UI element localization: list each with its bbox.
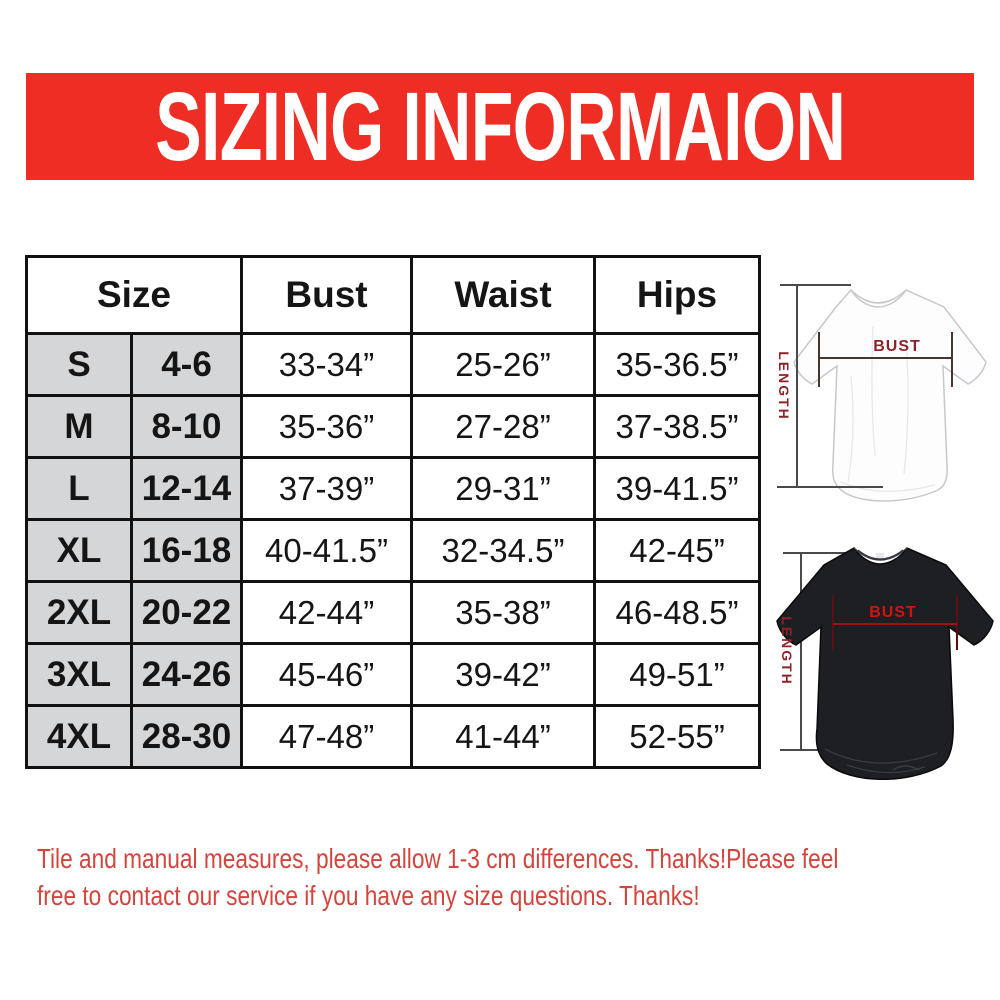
bust-cell: 33-34”: [240, 332, 413, 397]
bust-cell: 42-44”: [240, 580, 413, 645]
size-letter-cell: S: [25, 332, 133, 397]
length-label: LENGTH: [776, 351, 792, 421]
waist-cell: 29-31”: [410, 456, 596, 521]
bust-cell: 45-46”: [240, 642, 413, 707]
footer-line-1: Tile and manual measures, please allow 1…: [37, 843, 839, 874]
size-number-cell: 4-6: [130, 332, 243, 397]
size-number-cell: 24-26: [130, 642, 243, 707]
size-number-cell: 12-14: [130, 456, 243, 521]
size-number-cell: 8-10: [130, 394, 243, 459]
bust-measure-line: [832, 595, 958, 650]
hips-cell: 49-51”: [593, 642, 761, 707]
footer-line-2: free to contact our service if you have …: [37, 880, 700, 911]
banner-title: SIZING INFORMAION: [154, 73, 846, 180]
hips-cell: 46-48.5”: [593, 580, 761, 645]
col-header-bust: Bust: [240, 255, 413, 335]
neck-tag: [876, 553, 884, 558]
size-number-cell: 28-30: [130, 704, 243, 769]
bust-cell: 35-36”: [240, 394, 413, 459]
bust-cell: 47-48”: [240, 704, 413, 769]
size-chart-table: Size Bust Waist Hips S 4-6 33-34” 25-26”…: [25, 255, 761, 769]
bust-cell: 37-39”: [240, 456, 413, 521]
white-shirt-figure: LENGTH BUST: [755, 256, 1000, 522]
table-row-4xl: 4XL 28-30 47-48” 41-44” 52-55”: [25, 704, 761, 769]
table-row-2xl: 2XL 20-22 42-44” 35-38” 46-48.5”: [25, 580, 761, 645]
hips-cell: 35-36.5”: [593, 332, 761, 397]
length-label: LENGTH: [779, 616, 795, 686]
waist-cell: 41-44”: [410, 704, 596, 769]
footer-note: Tile and manual measures, please allow 1…: [37, 840, 838, 914]
hips-cell: 37-38.5”: [593, 394, 761, 459]
size-letter-cell: M: [25, 394, 133, 459]
size-letter-cell: 4XL: [25, 704, 133, 769]
col-header-size: Size: [25, 255, 243, 335]
white-shirt-body: [793, 288, 987, 502]
waist-cell: 25-26”: [410, 332, 596, 397]
col-header-waist: Waist: [410, 255, 596, 335]
table-header-row: Size Bust Waist Hips: [25, 255, 761, 335]
white-shirt-creases: [840, 325, 936, 492]
size-letter-cell: 2XL: [25, 580, 133, 645]
table-row-m: M 8-10 35-36” 27-28” 37-38.5”: [25, 394, 761, 459]
hips-cell: 52-55”: [593, 704, 761, 769]
table-row-s: S 4-6 33-34” 25-26” 35-36.5”: [25, 332, 761, 397]
hips-cell: 42-45”: [593, 518, 761, 583]
bust-measure-line: [818, 332, 953, 387]
table-row-xl: XL 16-18 40-41.5” 32-34.5” 42-45”: [25, 518, 761, 583]
size-letter-cell: XL: [25, 518, 133, 583]
white-shirt-icon: LENGTH BUST: [776, 284, 987, 502]
size-number-cell: 20-22: [130, 580, 243, 645]
sizing-info-banner: SIZING INFORMAION: [26, 73, 974, 180]
bust-cell: 40-41.5”: [240, 518, 413, 583]
size-number-cell: 16-18: [130, 518, 243, 583]
waist-cell: 35-38”: [410, 580, 596, 645]
waist-cell: 39-42”: [410, 642, 596, 707]
bust-label: BUST: [869, 604, 917, 621]
black-shirt-icon: LENGTH BUST: [776, 547, 994, 780]
waist-cell: 27-28”: [410, 394, 596, 459]
size-letter-cell: L: [25, 456, 133, 521]
bust-label: BUST: [873, 338, 921, 355]
length-measure-line: [777, 284, 883, 488]
table-row-l: L 12-14 37-39” 29-31” 39-41.5”: [25, 456, 761, 521]
black-shirt-body: [776, 547, 994, 780]
col-header-hips: Hips: [593, 255, 761, 335]
size-letter-cell: 3XL: [25, 642, 133, 707]
hips-cell: 39-41.5”: [593, 456, 761, 521]
black-shirt-figure: LENGTH BUST: [755, 523, 1000, 800]
waist-cell: 32-34.5”: [410, 518, 596, 583]
table-row-3xl: 3XL 24-26 45-46” 39-42” 49-51”: [25, 642, 761, 707]
black-shirt-details: [824, 547, 938, 774]
